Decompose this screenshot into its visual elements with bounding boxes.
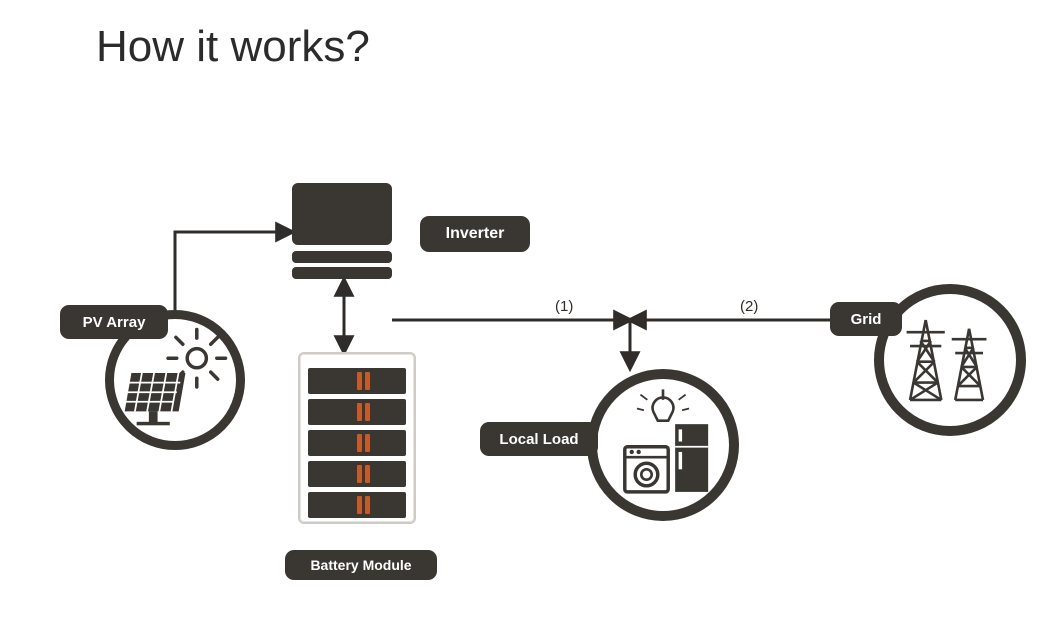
inverter-label-text: Inverter	[446, 225, 505, 243]
grid-label: Grid	[830, 302, 902, 336]
inverter-icon	[292, 183, 392, 279]
battery-module-node	[298, 352, 416, 524]
pv-array-label: PV Array	[60, 305, 168, 339]
edge-label-2: (2)	[740, 298, 758, 315]
local-load-node	[587, 369, 739, 521]
battery-slot	[308, 461, 406, 487]
battery-slot	[308, 368, 406, 394]
battery-module-label: Battery Module	[285, 550, 437, 580]
battery-module-label-text: Battery Module	[310, 557, 411, 573]
local-load-label: Local Load	[480, 422, 598, 456]
edge-pv-to-inverter	[175, 232, 292, 310]
inverter-node	[292, 183, 392, 279]
pv-array-label-text: PV Array	[83, 314, 146, 331]
battery-slot	[308, 492, 406, 518]
edge-label-1: (1)	[555, 298, 573, 315]
local-load-label-text: Local Load	[499, 431, 578, 448]
battery-slot	[308, 399, 406, 425]
battery-slot	[308, 430, 406, 456]
inverter-label: Inverter	[420, 216, 530, 252]
page-title: How it works?	[96, 22, 370, 72]
diagram-canvas: How it works?	[0, 0, 1060, 626]
grid-label-text: Grid	[851, 311, 882, 328]
appliances-icon	[597, 379, 729, 511]
power-tower-icon	[884, 294, 1016, 426]
